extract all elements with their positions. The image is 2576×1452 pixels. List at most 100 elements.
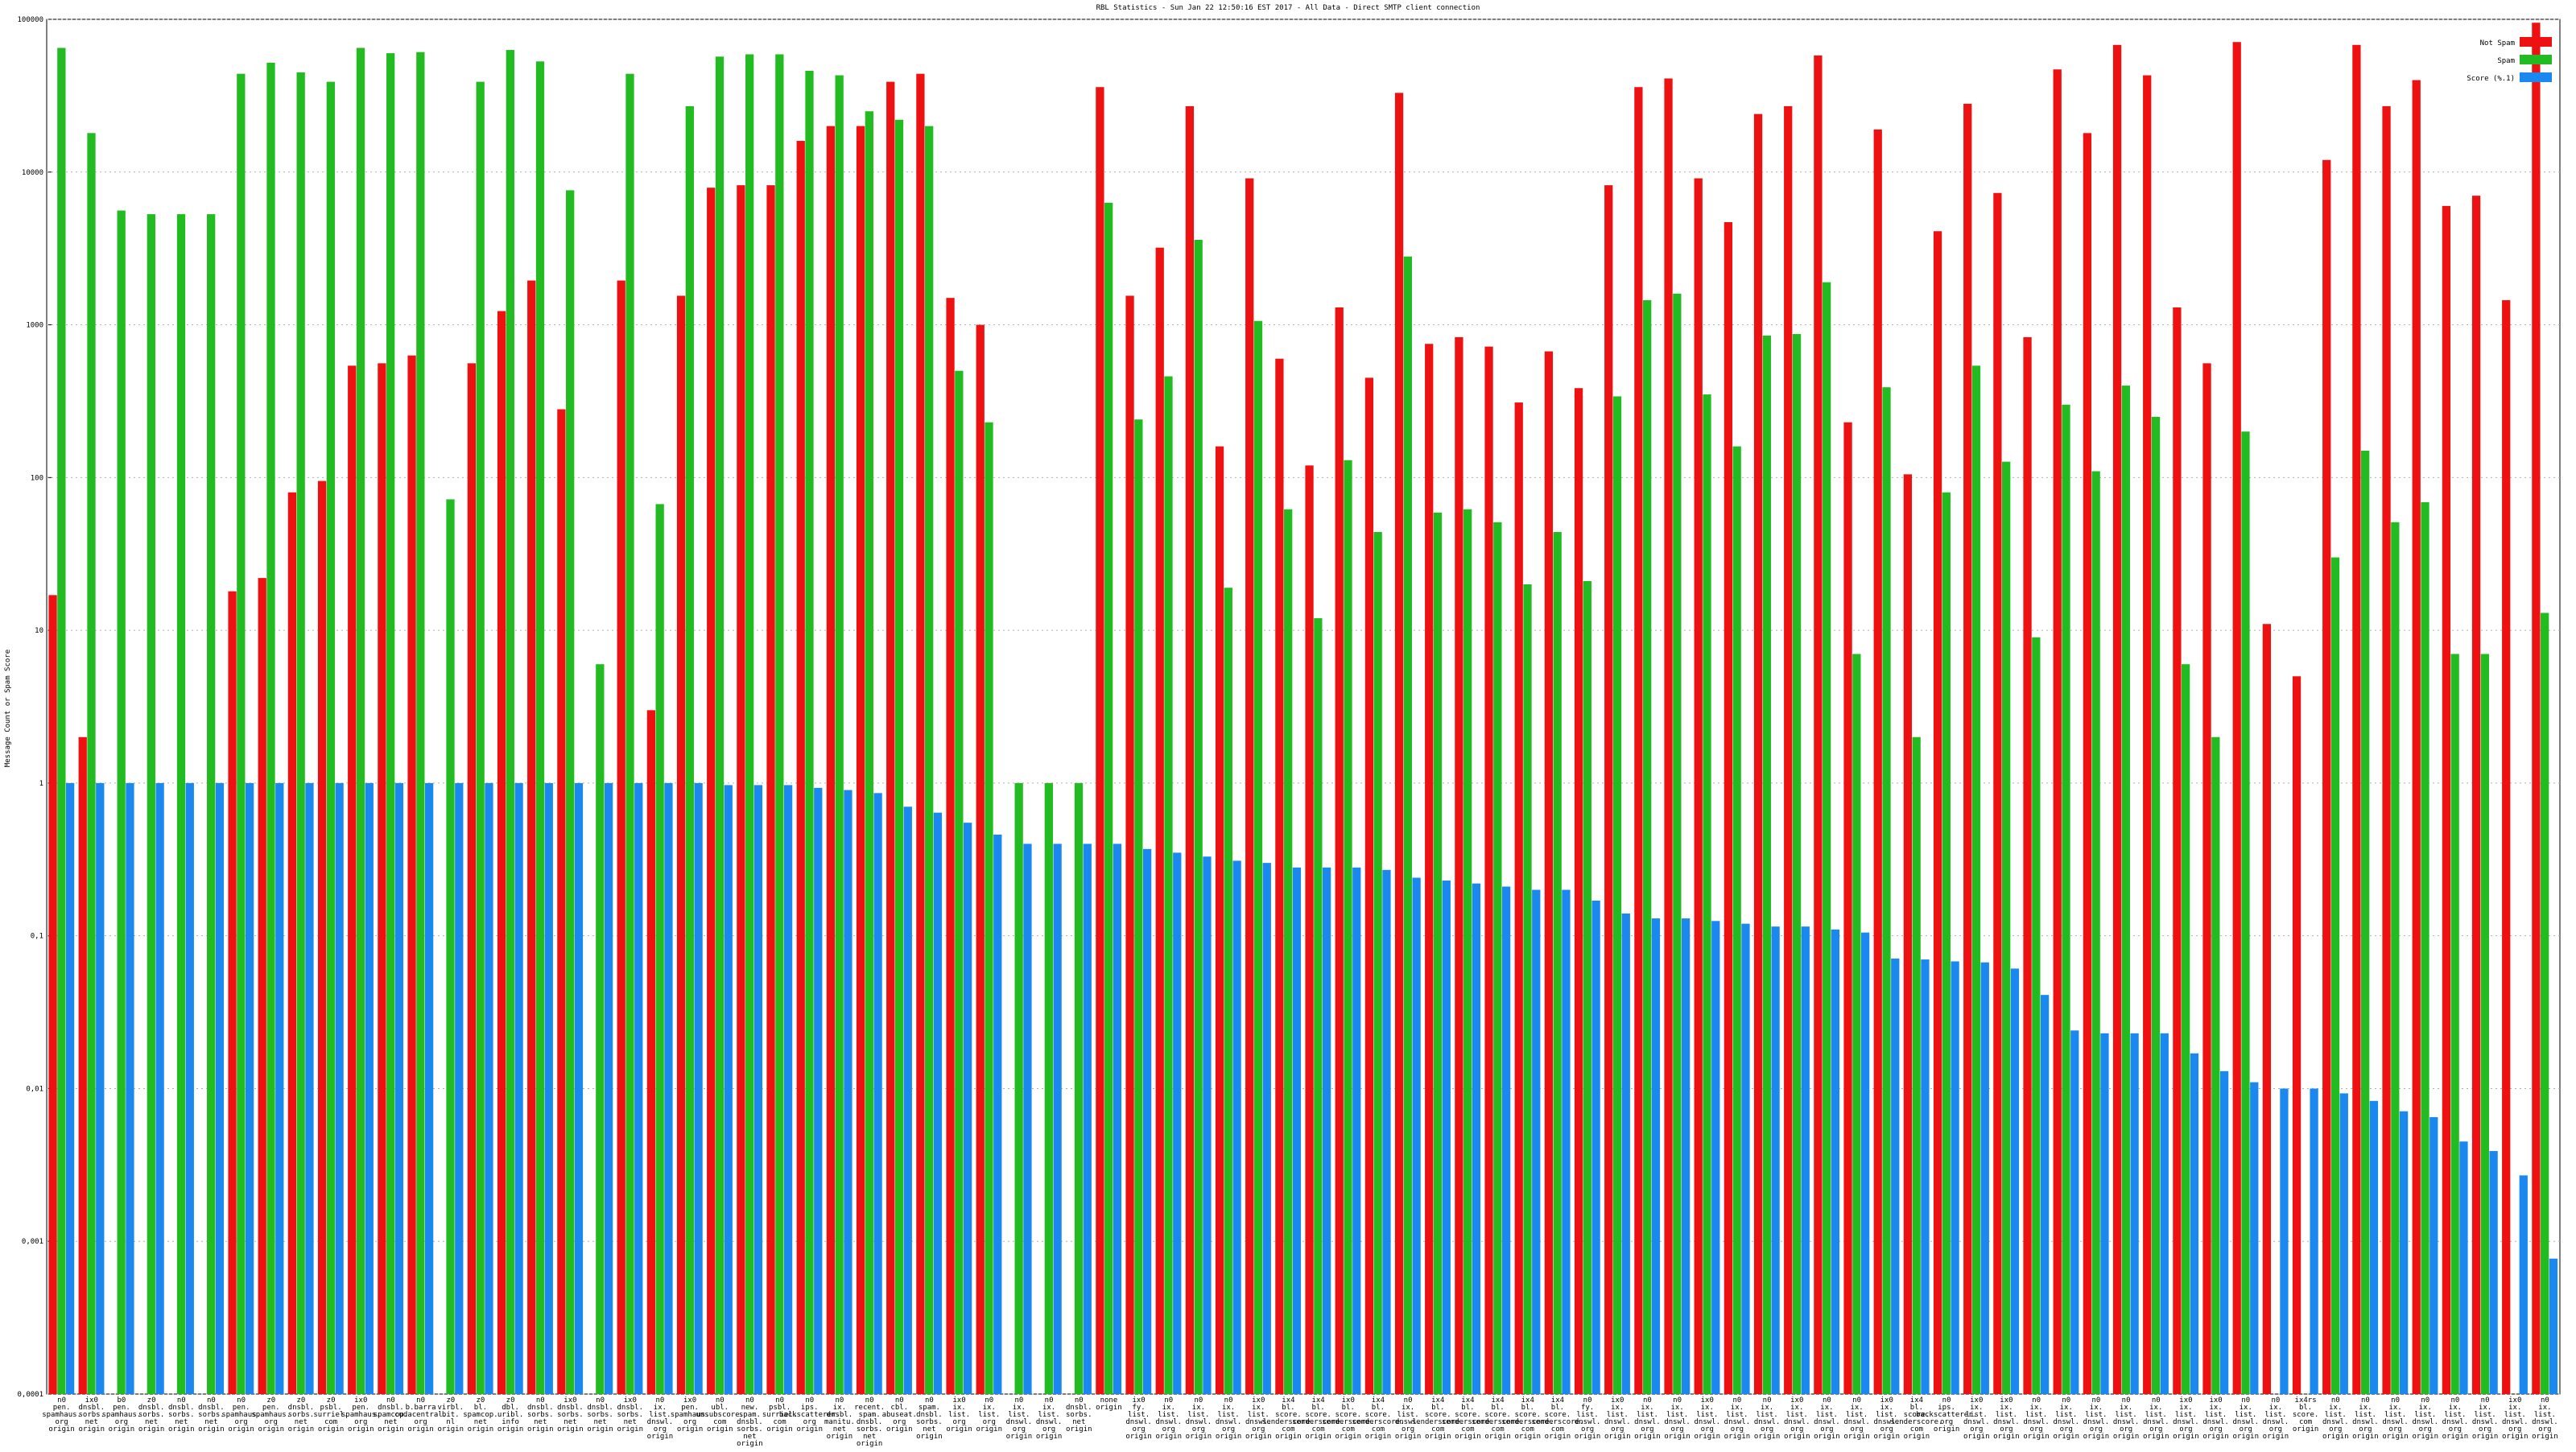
x-tick-label-line: ix0	[1611, 1396, 1624, 1405]
x-tick-label-line: dnsbl.	[557, 1404, 584, 1412]
x-tick-label-line: n0	[2421, 1396, 2429, 1405]
x-tick-label-line: ix.	[2029, 1404, 2042, 1412]
bar	[1382, 869, 1391, 1394]
x-tick-label-line: org	[2029, 1425, 2042, 1433]
x-tick-label-line: n0	[2481, 1396, 2490, 1405]
x-tick-label-line: surriel.	[313, 1411, 348, 1419]
x-tick-label-line: ix.	[952, 1404, 965, 1412]
x-tick-label-line: org	[1611, 1425, 1624, 1433]
bar	[2151, 416, 2161, 1394]
bar	[2369, 1100, 2379, 1394]
bar	[634, 782, 643, 1394]
x-tick-label-line: list.	[1876, 1411, 1897, 1419]
bar	[1472, 883, 1481, 1394]
x-tick-label-line: ix0	[624, 1396, 637, 1405]
x-tick-label-line: fy.	[1132, 1404, 1145, 1412]
x-tick-label-line: origin	[1335, 1433, 1361, 1441]
bar	[1104, 202, 1113, 1394]
bar	[1292, 867, 1302, 1394]
x-tick-label-line: dnswl.	[1664, 1418, 1690, 1426]
x-tick-label-line: list.	[978, 1411, 1000, 1419]
x-tick-label-line: org	[2388, 1425, 2401, 1433]
x-tick-label-line: dnsbl.	[198, 1404, 225, 1412]
x-tick-label-line: n0	[1852, 1396, 1861, 1405]
x-tick-label: n0 ix. list. dnswl. org origin	[2113, 1396, 2140, 1441]
bar	[2532, 23, 2541, 1395]
bar	[544, 782, 553, 1394]
x-tick-label-line: origin	[1904, 1433, 1930, 1441]
x-tick-label-line: list.	[1218, 1411, 1240, 1419]
x-tick-label-line: senderscore.	[1501, 1418, 1554, 1426]
x-tick-label-line: list.	[2414, 1411, 2436, 1419]
x-tick-label-line: ix.	[1192, 1404, 1205, 1412]
x-tick-label-line: dnsbl.	[857, 1418, 883, 1426]
x-tick-label-line: bl.	[474, 1404, 487, 1412]
y-tick-label: 0,0001	[17, 1391, 43, 1399]
x-tick-label-line: ips.	[1938, 1404, 1955, 1412]
x-tick-label: n0 ix. list. dnswl. org origin	[2143, 1396, 2169, 1441]
x-tick-label: n0 dnsbl. sorbs. net origin	[1066, 1396, 1092, 1433]
x-tick-label-line: dnswl.	[2202, 1418, 2229, 1426]
bar	[1125, 295, 1134, 1394]
x-tick-label-line: senderscore.	[1352, 1418, 1404, 1426]
bar	[1933, 231, 1942, 1394]
x-tick-label-line: net	[564, 1418, 576, 1426]
bar	[814, 787, 823, 1394]
x-tick-label-line: origin	[946, 1425, 972, 1433]
x-tick-label-line: origin	[2083, 1433, 2110, 1441]
x-tick-label-line: origin	[677, 1425, 704, 1433]
x-tick-label-line: dnswl.	[1963, 1418, 1990, 1426]
bar	[753, 785, 763, 1394]
bar	[176, 214, 186, 1394]
x-tick-label-line: list.	[2384, 1411, 2406, 1419]
x-tick-label: ix4 bl. score. senderscore. com origin	[1531, 1396, 1583, 1441]
bar	[1921, 959, 1930, 1394]
x-tick-label: ix0 dnsbl. sorbs. net origin	[557, 1396, 584, 1433]
x-tick-label-line: origin	[1784, 1433, 1810, 1441]
bar	[2010, 968, 2020, 1394]
bar	[1574, 388, 1583, 1395]
bar	[1612, 396, 1622, 1394]
x-tick-label-line: ix.	[2359, 1404, 2372, 1412]
bar	[1232, 860, 1241, 1394]
x-tick-label: n0 ix. list. dnswl. org origin	[2532, 1396, 2558, 1441]
x-tick-label-line: dnsbl.	[916, 1411, 943, 1419]
bar	[903, 806, 912, 1394]
x-tick-label-line: dnswl.	[2173, 1418, 2199, 1426]
x-tick-label-line: n0	[805, 1396, 814, 1405]
x-tick-label-line: unsubscore.	[696, 1411, 744, 1419]
x-tick-label-line: score.	[1335, 1411, 1361, 1419]
x-tick-label-line: origin	[647, 1433, 674, 1441]
bar	[1843, 422, 1852, 1394]
x-tick-label-line: spam.	[859, 1411, 881, 1419]
x-tick-label-line: org	[1880, 1425, 1893, 1433]
x-tick-label-line: bl.	[1910, 1404, 1923, 1412]
x-tick-label-line: spamhaus.	[221, 1411, 261, 1419]
bar	[2262, 624, 2272, 1394]
x-tick-label-line: org	[55, 1418, 68, 1426]
x-tick-label-line: spamcop.	[463, 1411, 497, 1419]
x-tick-label-line: ix.	[1402, 1404, 1414, 1412]
bar	[2442, 205, 2451, 1394]
bar	[1253, 320, 1263, 1394]
x-tick-label-line: org	[115, 1418, 128, 1426]
x-tick-label-line: ix.	[1970, 1404, 1983, 1412]
bar	[676, 295, 686, 1394]
x-tick-label-line: n0	[1942, 1396, 1951, 1405]
x-tick-label-line: list.	[2025, 1411, 2047, 1419]
x-tick-label-line: cudacentral.	[394, 1411, 447, 1419]
x-tick-label-line: ix.	[2329, 1404, 2342, 1412]
bar	[386, 53, 395, 1395]
y-tick-label: 100	[31, 474, 43, 482]
x-tick-label-line: n0	[2271, 1396, 2280, 1405]
bar	[2502, 299, 2511, 1394]
x-tick-label-line: list.	[1696, 1411, 1718, 1419]
bar	[455, 782, 464, 1394]
x-tick-label-line: net	[534, 1418, 547, 1426]
x-tick-label-line: list.	[2116, 1411, 2137, 1419]
x-tick-label: n0 ips. backscatterer. org origin	[779, 1396, 840, 1433]
x-tick-label: ix0 ix. list. dnswl. org origin	[1245, 1396, 1272, 1441]
x-tick-label-line: dnswl.	[2113, 1418, 2140, 1426]
x-tick-label-line: list.	[1757, 1411, 1778, 1419]
bar	[1544, 351, 1554, 1394]
